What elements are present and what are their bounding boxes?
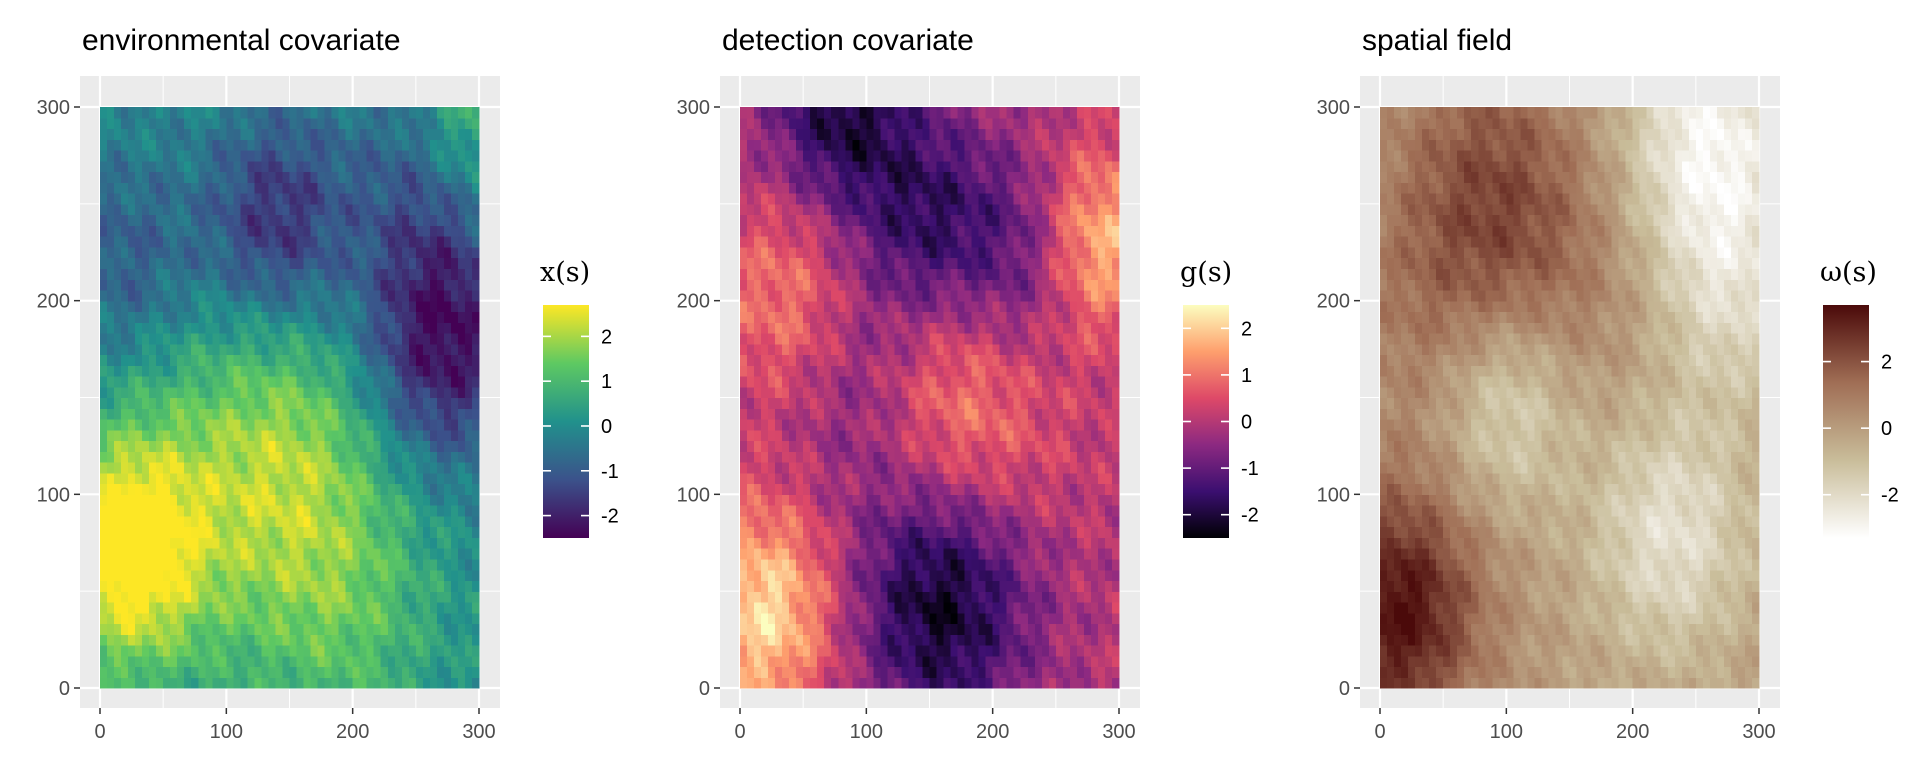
legend: ω(s) 2 0 -2 (1820, 257, 1899, 538)
legend-tick: 2 (1183, 318, 1252, 340)
y-tick-label: 200 (1317, 291, 1350, 313)
x-tick: 300 (462, 708, 496, 743)
x-tick: 200 (336, 708, 369, 743)
x-tick-label: 300 (1102, 721, 1135, 743)
x-tick-label: 200 (1616, 721, 1649, 743)
legend-label: -1 (1241, 458, 1259, 480)
legend-tick: -2 (1823, 485, 1899, 507)
y-tick-label: 300 (677, 97, 710, 119)
legend-title: g(s) (1180, 257, 1232, 288)
x-tick: 300 (1742, 708, 1776, 743)
y-tick-label: 300 (1317, 97, 1350, 119)
x-tick: 100 (1490, 708, 1523, 743)
legend-tick: -2 (1183, 505, 1259, 527)
legend-label: 0 (1881, 418, 1892, 440)
legend-label: 2 (1881, 352, 1892, 374)
x-tick-label: 300 (1742, 721, 1775, 743)
y-tick-label: 100 (1317, 484, 1350, 506)
x-tick-label: 100 (1490, 721, 1523, 743)
legend-tick: 0 (543, 416, 612, 438)
legend-label: -2 (1241, 505, 1259, 527)
panel-environmental-covariate: environmental covariate 0 100 200 300 0 100 20… (0, 0, 640, 768)
y-tick: 300 (37, 97, 80, 119)
x-tick-label: 200 (976, 721, 1009, 743)
x-tick-label: 100 (850, 721, 883, 743)
y-tick: 0 (699, 678, 720, 700)
legend-label: -1 (601, 461, 619, 483)
x-tick: 0 (94, 708, 106, 743)
panel-detection-covariate: detection covariate 0 100 200 300 0 100 200 300… (640, 0, 1280, 768)
x-tick: 300 (1102, 708, 1136, 743)
y-tick: 100 (677, 484, 720, 506)
chart-title: detection covariate (722, 24, 974, 57)
heatmap-cells (100, 107, 480, 689)
legend-label: 1 (1241, 365, 1252, 387)
y-tick-label: 0 (699, 678, 710, 700)
heatmap-spatial-field: 0 100 200 300 0 100 200 300 ω(s) 2 0 -2 (1317, 76, 1899, 743)
legend-label: 2 (601, 326, 612, 348)
y-tick: 200 (1317, 291, 1360, 313)
legend-tick: 2 (1823, 352, 1892, 374)
y-tick-label: 0 (59, 678, 70, 700)
y-tick-label: 300 (37, 97, 70, 119)
y-tick-label: 200 (677, 291, 710, 313)
legend: x(s) 2 1 0 -1 -2 (540, 257, 619, 538)
legend-tick: -2 (543, 506, 619, 528)
legend-label: 1 (601, 371, 612, 393)
x-tick-label: 300 (462, 721, 495, 743)
x-tick-label: 0 (734, 721, 745, 743)
y-tick-label: 100 (37, 484, 70, 506)
legend-label: 0 (601, 416, 612, 438)
y-tick-label: 100 (677, 484, 710, 506)
legend-label: -2 (1881, 485, 1899, 507)
heatmap-cells (1380, 107, 1760, 689)
y-tick: 100 (1317, 484, 1360, 506)
y-tick: 0 (59, 678, 80, 700)
x-tick: 200 (1616, 708, 1649, 743)
x-tick: 0 (734, 708, 746, 743)
legend-label: 2 (1241, 318, 1252, 340)
x-tick: 100 (850, 708, 883, 743)
legend: g(s) 2 1 0 -1 -2 (1180, 257, 1259, 538)
x-tick-label: 0 (94, 721, 105, 743)
heatmap-detection-covariate: 0 100 200 300 0 100 200 300 g(s) 2 1 0 -1 -2 (677, 76, 1259, 743)
x-tick-label: 200 (336, 721, 369, 743)
legend-title: x(s) (540, 257, 590, 288)
chart-title: environmental covariate (82, 24, 401, 57)
legend-title: ω(s) (1820, 257, 1877, 288)
colorbar (1823, 305, 1869, 538)
heatmap-environmental-covariate: 0 100 200 300 0 100 200 300 x(s) 2 1 0 -1 -2 (37, 76, 619, 743)
legend-label: -2 (601, 506, 619, 528)
y-tick-label: 0 (1339, 678, 1350, 700)
x-tick-label: 0 (1374, 721, 1385, 743)
colorbar (543, 305, 589, 538)
legend-tick: 2 (543, 326, 612, 348)
y-tick: 200 (37, 291, 80, 313)
legend-tick: 1 (543, 371, 612, 393)
legend-tick: 0 (1183, 412, 1252, 434)
y-tick: 0 (1339, 678, 1360, 700)
x-tick: 200 (976, 708, 1009, 743)
legend-tick: 0 (1823, 418, 1892, 440)
y-tick: 300 (677, 97, 720, 119)
x-tick-label: 100 (210, 721, 243, 743)
x-tick: 0 (1374, 708, 1386, 743)
y-tick: 200 (677, 291, 720, 313)
legend-tick: -1 (543, 461, 619, 483)
x-tick: 100 (210, 708, 243, 743)
y-tick-label: 200 (37, 291, 70, 313)
panel-spatial-field: spatial field 0 100 200 300 0 100 200 300 ω(s) 2 0… (1280, 0, 1920, 768)
chart-title: spatial field (1362, 24, 1513, 57)
y-tick: 100 (37, 484, 80, 506)
legend-tick: 1 (1183, 365, 1252, 387)
legend-tick: -1 (1183, 458, 1259, 480)
legend-label: 0 (1241, 412, 1252, 434)
heatmap-cells (740, 107, 1120, 689)
y-tick: 300 (1317, 97, 1360, 119)
